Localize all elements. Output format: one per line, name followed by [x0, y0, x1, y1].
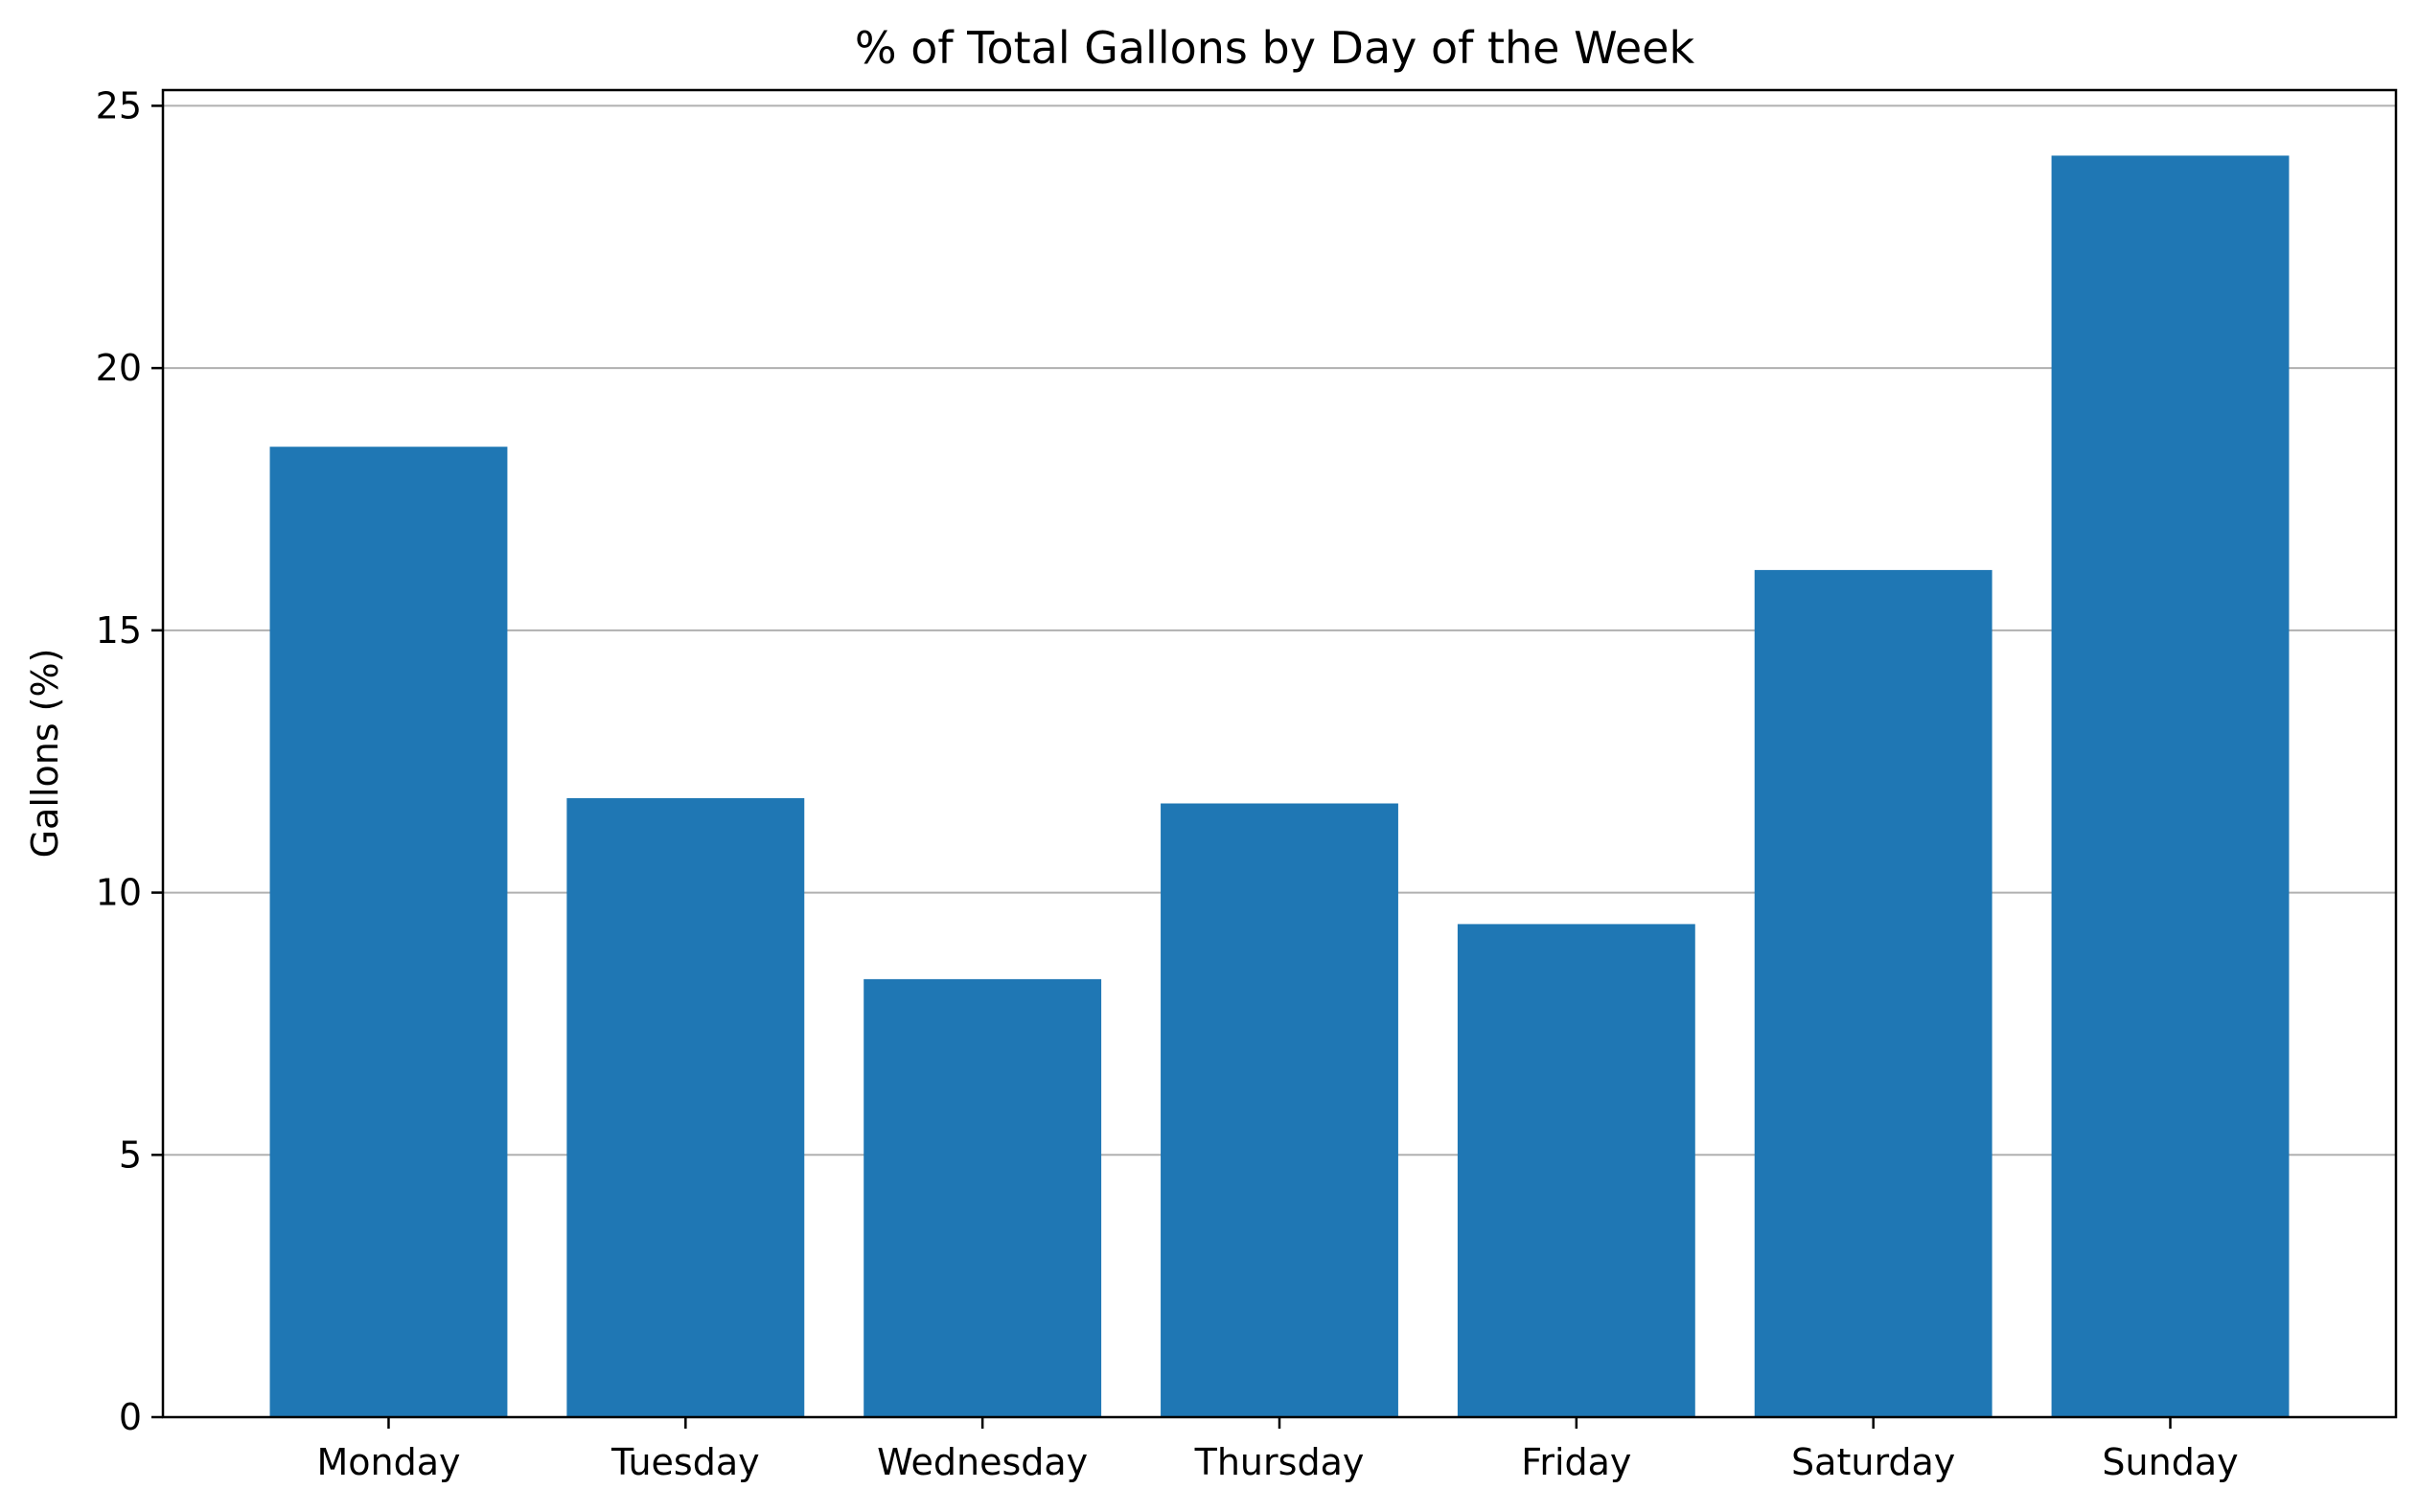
- y-tick-label: 15: [96, 609, 142, 652]
- y-tick-label: 5: [119, 1134, 142, 1176]
- bars: [269, 155, 2290, 1418]
- y-axis-label: Gallons (%): [24, 649, 66, 859]
- chart-title: % of Total Gallons by Day of the Week: [855, 22, 1695, 74]
- x-tick-label: Sunday: [2102, 1441, 2238, 1483]
- y-tick-label: 25: [96, 84, 142, 126]
- y-axis-ticks: 0 5 10 15 20 25: [96, 84, 163, 1438]
- bar-tuesday: [566, 798, 805, 1417]
- x-axis-ticks: Monday Tuesday Wednesday Thursday Friday Satu…: [316, 1417, 2239, 1483]
- x-tick-label: Tuesday: [610, 1441, 760, 1483]
- x-tick-label: Monday: [316, 1441, 460, 1483]
- bar-friday: [1457, 924, 1695, 1417]
- x-tick-label: Friday: [1521, 1441, 1631, 1483]
- x-tick-label: Thursday: [1194, 1441, 1365, 1483]
- bar-thursday: [1161, 803, 1398, 1417]
- x-tick-label: Saturday: [1791, 1441, 1955, 1483]
- y-tick-label: 10: [96, 872, 142, 914]
- bar-saturday: [1754, 569, 1992, 1417]
- bar-monday: [269, 447, 508, 1418]
- bar-wednesday: [864, 978, 1102, 1417]
- bar-sunday: [2051, 155, 2290, 1418]
- y-tick-label: 0: [119, 1396, 142, 1438]
- y-tick-label: 20: [96, 347, 142, 389]
- x-tick-label: Wednesday: [877, 1441, 1088, 1483]
